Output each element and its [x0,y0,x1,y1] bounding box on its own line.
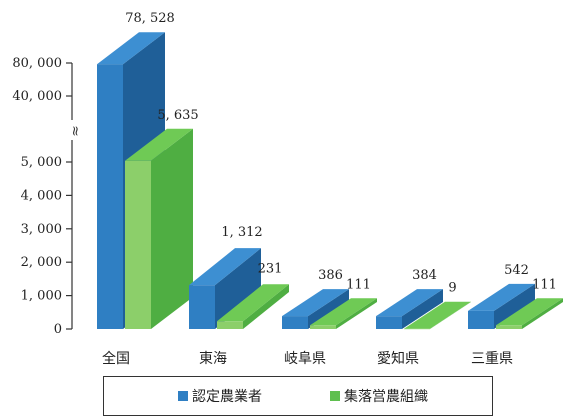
legend-label-series-1: 認定農業者 [192,389,262,405]
bar-top-s1-1 [189,248,261,286]
bar-side-s1-4 [494,283,535,329]
bar-side-s2-4 [522,298,563,329]
legend-label-series-2: 集落営農組織 [344,389,428,405]
legend-swatch-series-1 [178,391,188,401]
legend-swatch-series-2 [330,391,340,401]
bars [97,32,563,330]
data-label-s2-2: 111 [346,277,371,292]
bar-s1-3 [376,316,402,329]
bar-top-s1-4 [468,283,535,311]
category-label-4: 三重県 [471,351,513,367]
bar-top-s2-2 [310,298,377,326]
legend-item-series-2: 集落営農組織 [330,386,428,406]
data-label-s1-4: 542 [504,263,529,278]
data-label-s2-1: 231 [258,261,283,276]
y-axis: ≈0 1, 000 2, 000 3, 000 4, 000 5, 000 40, 000 8… [12,56,83,337]
axis-break-mark: ≈ [67,125,83,137]
y-tick-label-upper-0: 40, 000 [12,89,62,104]
y-tick-label-lower-4: 4, 000 [21,188,62,203]
y-tick-label-lower-5: 5, 000 [21,155,62,170]
bar-top-s2-3 [404,301,471,329]
bar-side-s2-2 [336,298,377,329]
bar-top-s1-3 [376,289,443,317]
category-label-1: 東海 [199,351,227,367]
category-labels: 全国 東海 岐阜県 愛知県 三重県 [102,350,513,367]
chart-area: ≈0 1, 000 2, 000 3, 000 4, 000 5, 000 40, 000 8… [12,11,563,367]
data-label-s2-3: 9 [448,281,456,296]
bar-top-s1-2 [282,289,349,317]
data-label-s2-4: 111 [532,277,557,292]
legend: 認定農業者 集落営農組織 [103,376,493,416]
bar-s1-2 [282,316,308,329]
bar-side-s1-1 [215,248,261,329]
bar-side-s2-3 [430,301,471,329]
bar-top-s2-4 [496,298,563,326]
data-label-s1-2: 386 [318,268,343,283]
category-label-3: 愛知県 [377,350,419,367]
bar-side-s2-1 [243,284,289,329]
category-label-2: 岐阜県 [284,350,326,367]
bar-s2-0 [125,160,151,329]
y-tick-label-lower-2: 2, 000 [21,255,62,270]
bar-s2-4 [496,325,522,329]
y-tick-label-upper-1: 80, 000 [12,56,62,71]
bar-s1-0 [97,64,123,329]
bar-s1-1 [189,285,215,329]
data-label-s1-1: 1, 312 [221,225,262,240]
bar-top-s2-0 [125,128,193,161]
bar-s2-2 [310,325,336,329]
bar-side-s1-3 [402,289,443,329]
bar-s2-1 [217,321,243,329]
y-tick-label-lower-1: 1, 000 [21,289,62,304]
bar-top-s2-1 [217,284,289,322]
bar-top-s1-0 [97,32,165,65]
bar-s2-3 [404,328,430,330]
y-tick-label-lower-0: 0 [54,322,62,337]
y-tick-label-lower-3: 3, 000 [21,222,62,237]
bar-side-s1-2 [308,289,349,329]
data-label-s1-0: 78, 528 [125,11,175,26]
data-label-s1-3: 384 [412,268,437,283]
data-label-s2-0: 5, 635 [157,108,198,123]
category-label-0: 全国 [102,350,130,367]
legend-item-series-1: 認定農業者 [178,386,262,406]
bar-s1-4 [468,310,494,329]
bar-side-s2-0 [151,128,193,329]
